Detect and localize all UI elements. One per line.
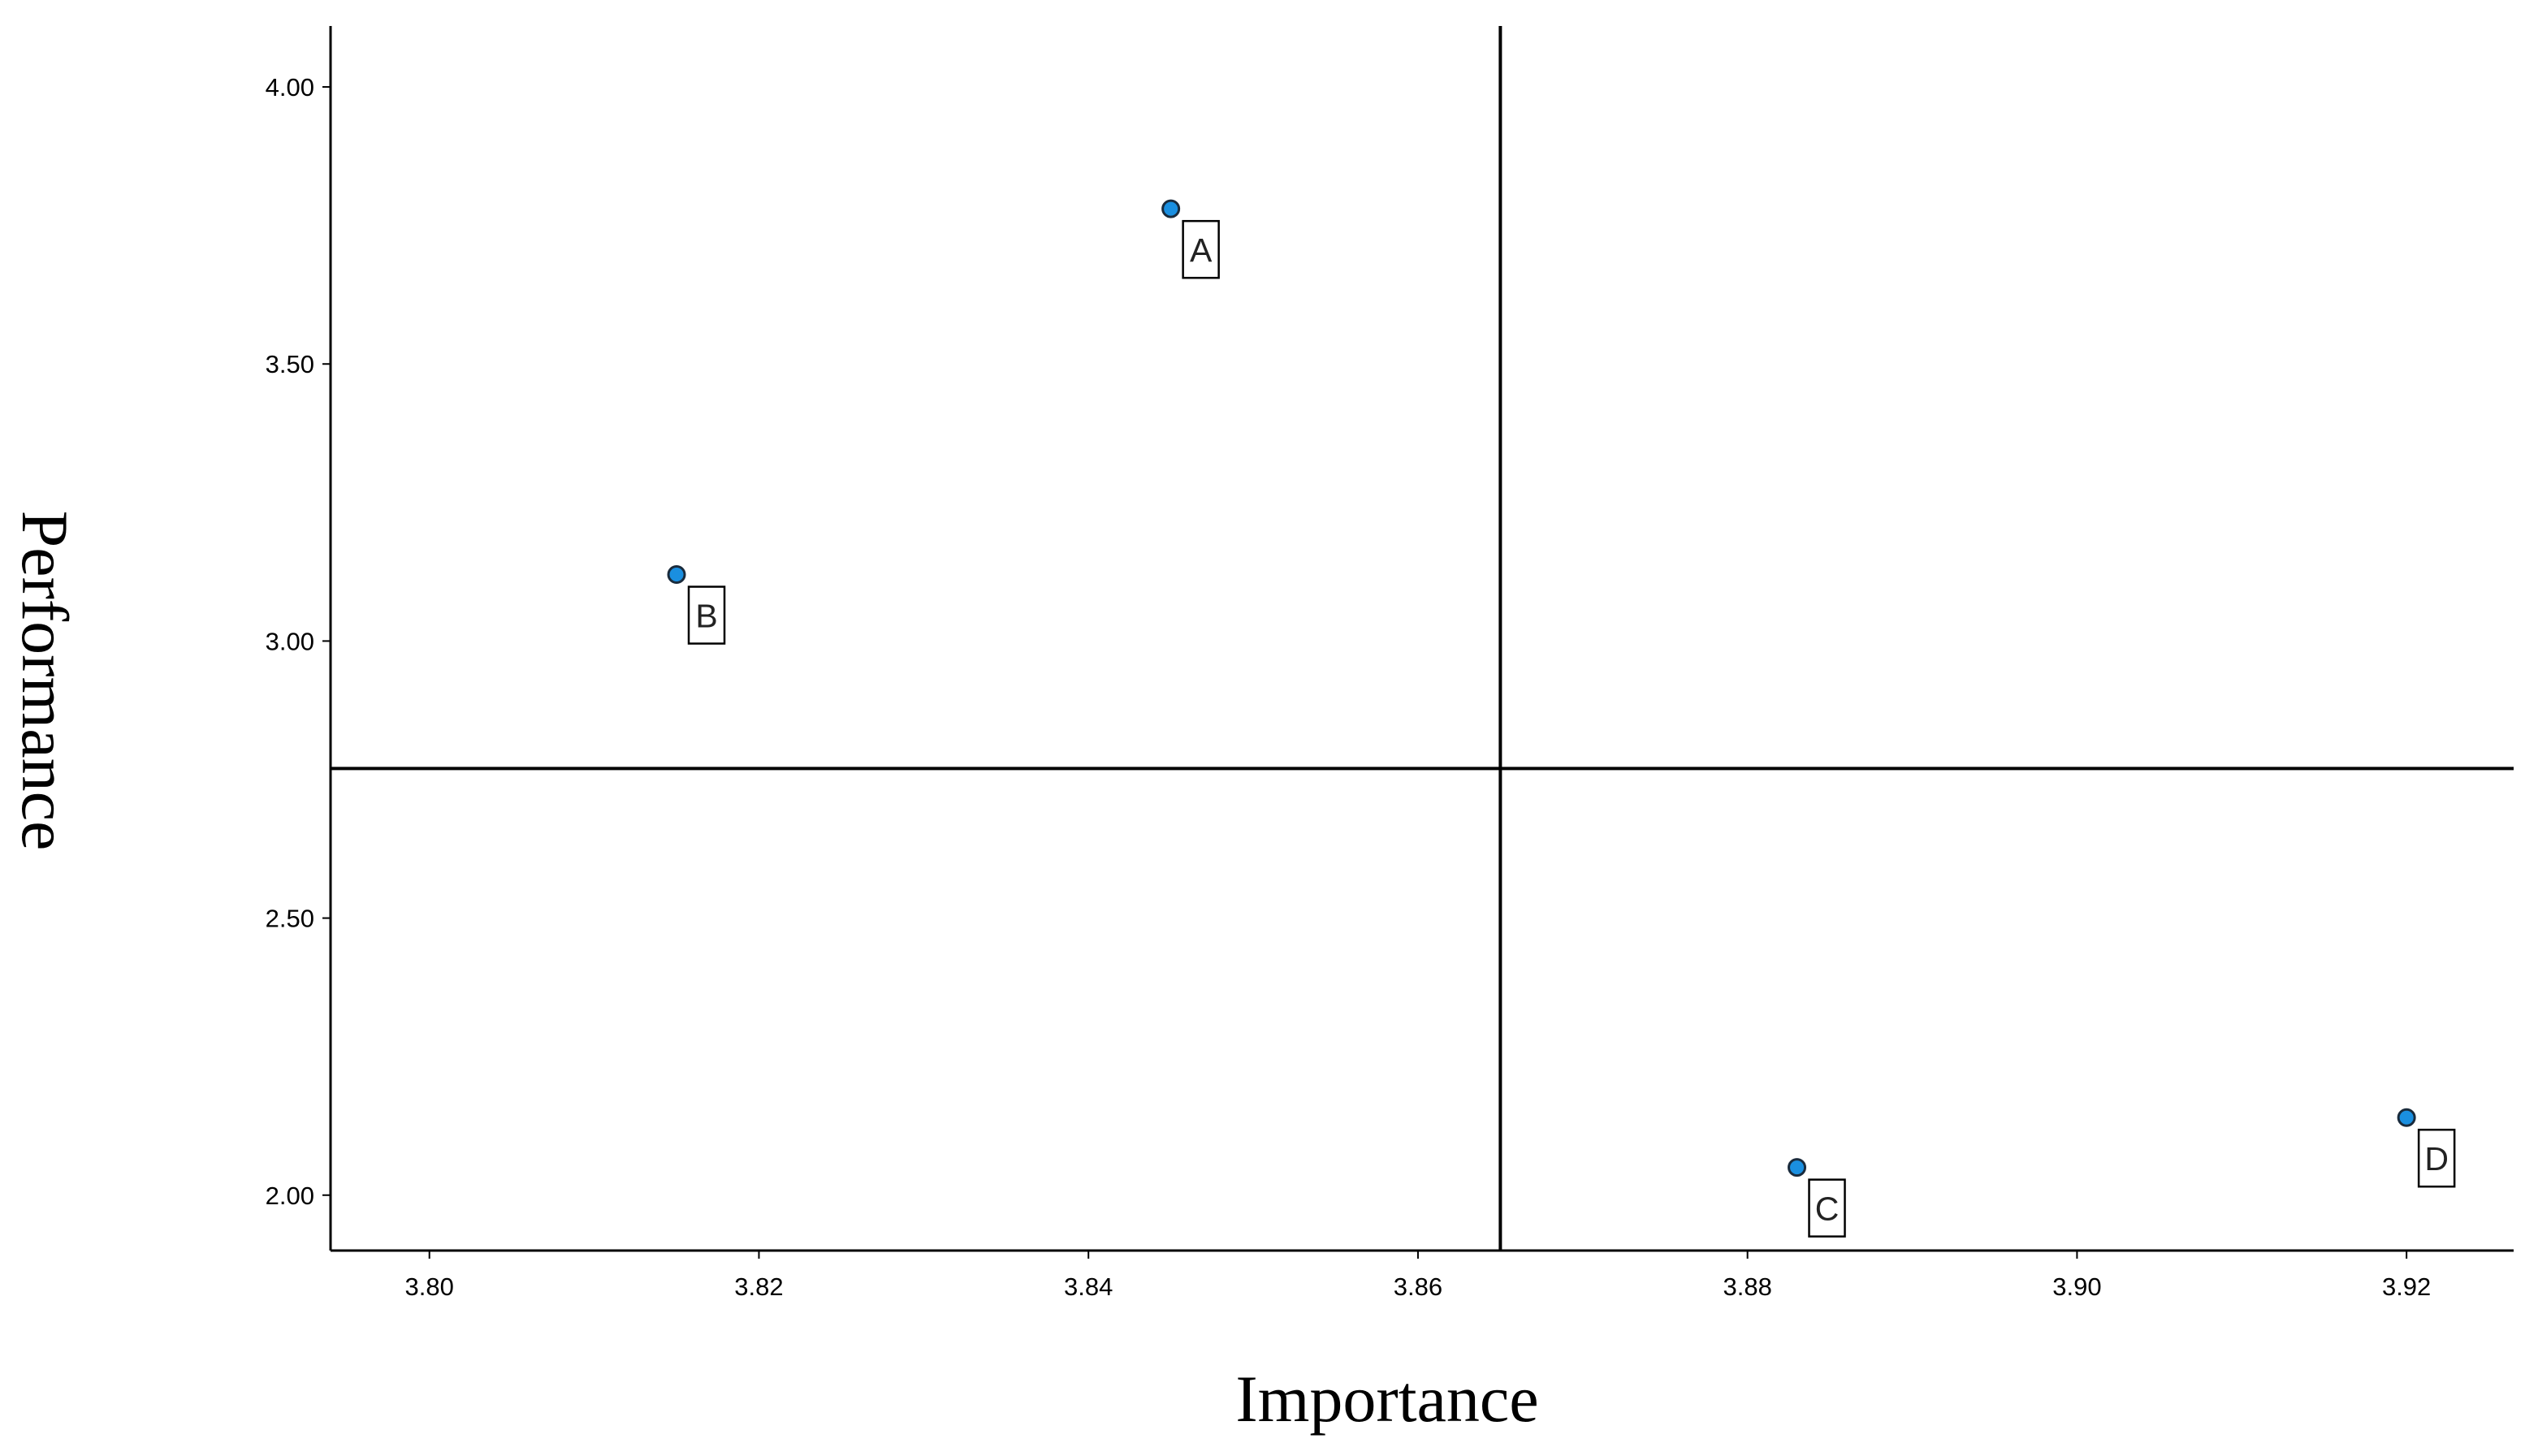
y-tick-label: 3.50 [266,350,314,378]
x-axis-title: Importance [1235,1362,1538,1436]
point-label: C [1815,1190,1840,1228]
x-tick-label: 3.86 [1394,1272,1442,1301]
y-tick-label: 4.00 [266,73,314,102]
point-label-box [2417,1128,2456,1188]
point-label-box [1808,1178,1846,1238]
x-tick-label: 3.90 [2052,1272,2101,1301]
y-tick-label: 3.00 [266,627,314,655]
point-label-box [687,585,726,645]
data-point [1161,199,1181,218]
axes [329,26,2514,1252]
x-tick-label: 3.80 [405,1272,454,1301]
data-point [2397,1108,2416,1127]
x-tick-label: 3.88 [1723,1272,1771,1301]
point-label: D [2424,1140,2449,1177]
x-ticks: 3.80 3.82 3.84 3.86 3.88 3.90 3.92 [405,1251,2431,1301]
x-tick-label: 3.84 [1064,1272,1113,1301]
point-label: A [1190,231,1213,269]
y-axis-title: Performance [8,511,82,851]
reference-lines [331,26,2514,1251]
point-label: B [695,598,717,635]
x-tick-label: 3.92 [2382,1272,2431,1301]
y-tick-label: 2.50 [266,905,314,933]
y-ticks: 2.00 2.50 3.00 3.50 4.00 [266,73,331,1210]
data-point [667,565,686,585]
y-tick-label: 2.00 [266,1182,314,1210]
data-points: A B C D [667,199,2456,1238]
x-tick-label: 3.82 [734,1272,783,1301]
data-point [1788,1158,1807,1177]
point-label-box [1182,219,1220,279]
